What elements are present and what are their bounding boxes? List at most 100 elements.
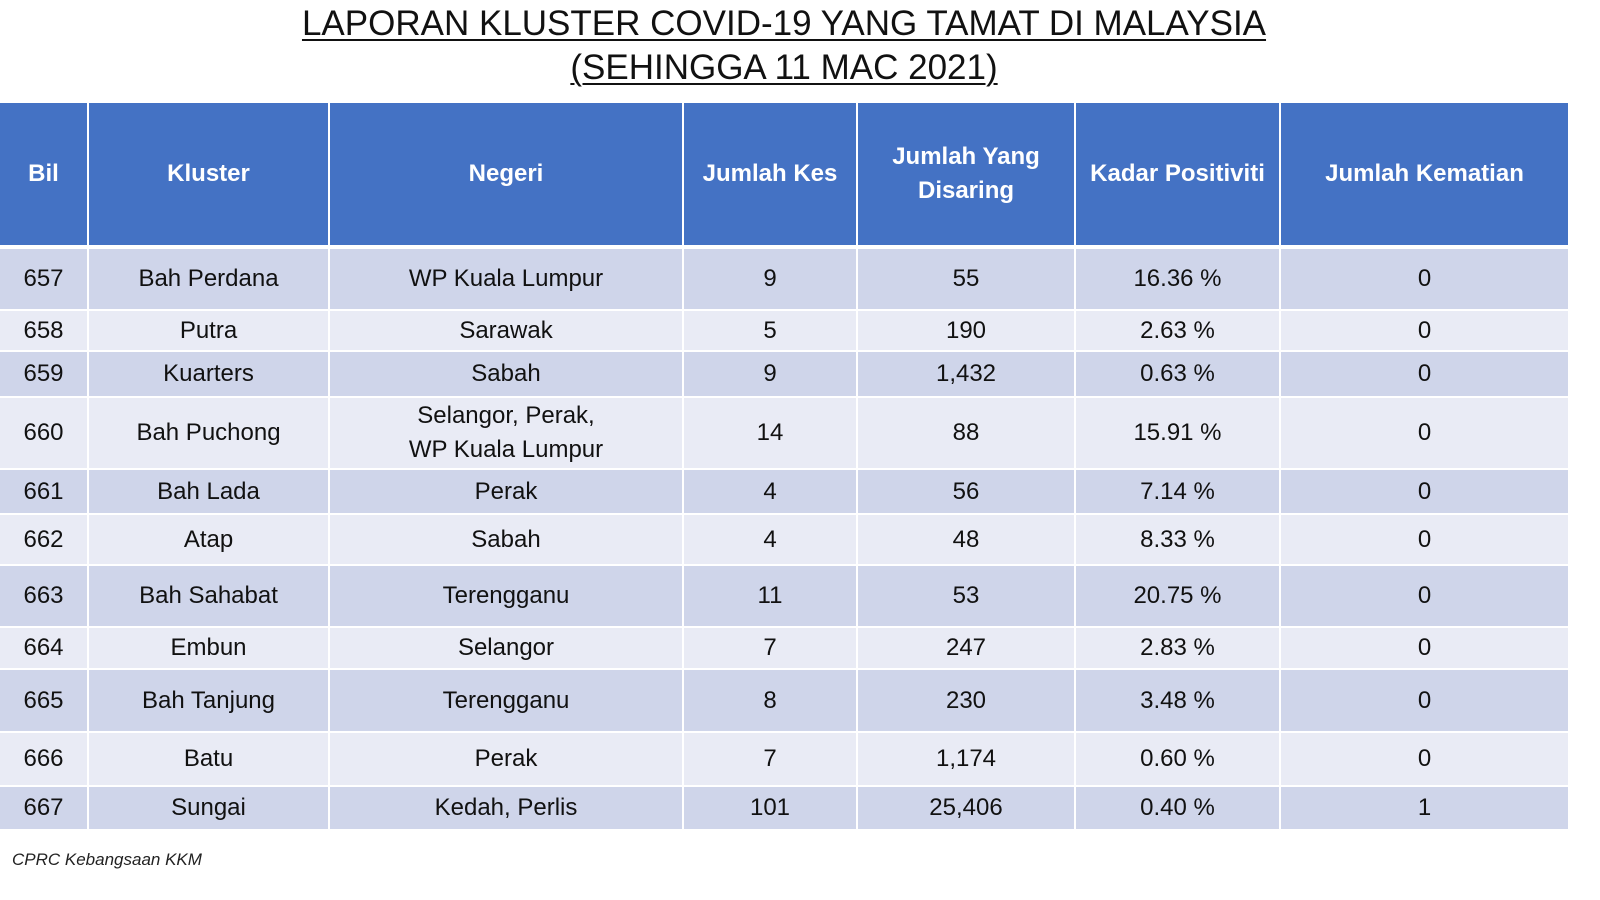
cell-kluster: Bah Tanjung <box>88 669 330 733</box>
cell-bil: 663 <box>0 565 89 628</box>
table-row: 663 Bah Sahabat Terengganu 11 53 20.75 % 0 <box>0 565 1568 628</box>
cell-negeri: Perak <box>329 732 684 787</box>
cell-negeri-text: WP Kuala Lumpur <box>408 265 604 292</box>
cell-negeri-text-line2: WP Kuala Lumpur <box>408 436 604 463</box>
cell-jumlah-kematian: 0 <box>1280 397 1568 470</box>
table-row: 664 Embun Selangor 7 247 2.83 % 0 <box>0 627 1568 670</box>
table-row: 661 Bah Lada Perak 4 56 7.14 % 0 <box>0 469 1568 515</box>
cell-jumlah-kematian: 0 <box>1280 732 1568 787</box>
header-bil: Bil <box>0 103 89 249</box>
cell-jumlah-kes: 4 <box>683 514 858 566</box>
cell-jumlah-disaring: 48 <box>857 514 1076 566</box>
cell-jumlah-disaring: 247 <box>857 627 1076 670</box>
cell-kadar-positiviti: 16.36 % <box>1075 247 1281 311</box>
title-line-1: LAPORAN KLUSTER COVID-19 YANG TAMAT DI M… <box>301 4 1267 43</box>
cell-kadar-positiviti: 0.63 % <box>1075 351 1281 398</box>
cell-negeri-text: Sabah <box>471 525 541 553</box>
cell-kluster: Bah Sahabat <box>88 565 330 628</box>
cell-jumlah-disaring: 88 <box>857 397 1076 470</box>
header-kadar-positiviti: Kadar Positiviti <box>1075 103 1281 249</box>
cell-kadar-positiviti: 0.40 % <box>1075 786 1281 831</box>
cell-jumlah-disaring: 1,174 <box>857 732 1076 787</box>
cell-jumlah-kes: 11 <box>683 565 858 628</box>
cell-jumlah-disaring: 230 <box>857 669 1076 733</box>
cell-kadar-positiviti: 2.83 % <box>1075 627 1281 670</box>
cell-negeri-text: Terengganu <box>442 686 570 714</box>
table-row: 662 Atap Sabah 4 48 8.33 % 0 <box>0 514 1568 566</box>
table-header-row: Bil Kluster Negeri Jumlah Kes Jumlah Yan… <box>0 103 1568 249</box>
cell-jumlah-kes: 5 <box>683 310 858 352</box>
cell-negeri: Sabah <box>329 514 684 566</box>
cell-negeri-text: Terengganu <box>442 582 570 609</box>
cell-bil: 665 <box>0 669 89 733</box>
cell-kluster: Sungai <box>88 786 330 831</box>
report-title: LAPORAN KLUSTER COVID-19 YANG TAMAT DI M… <box>0 2 1568 90</box>
table-row: 666 Batu Perak 7 1,174 0.60 % 0 <box>0 732 1568 787</box>
cluster-table: Bil Kluster Negeri Jumlah Kes Jumlah Yan… <box>0 103 1568 831</box>
cell-negeri-text: Kedah, Perlis <box>434 794 578 821</box>
cell-jumlah-disaring: 53 <box>857 565 1076 628</box>
table-row: 667 Sungai Kedah, Perlis 101 25,406 0.40 % 1 <box>0 786 1568 831</box>
header-jumlah-kematian: Jumlah Kematian <box>1280 103 1568 249</box>
cell-jumlah-kes: 8 <box>683 669 858 733</box>
cell-jumlah-kes: 7 <box>683 627 858 670</box>
cell-jumlah-disaring: 56 <box>857 469 1076 515</box>
cell-jumlah-disaring: 25,406 <box>857 786 1076 831</box>
header-jumlah-disaring: Jumlah Yang Disaring <box>857 103 1076 249</box>
cell-negeri-text: Selangor <box>457 634 555 661</box>
cell-jumlah-kematian: 0 <box>1280 565 1568 628</box>
cell-jumlah-disaring: 1,432 <box>857 351 1076 398</box>
header-negeri: Negeri <box>329 103 684 249</box>
title-line-2: (SEHINGGA 11 MAC 2021) <box>570 48 998 87</box>
cell-bil: 666 <box>0 732 89 787</box>
cell-negeri: Perak <box>329 469 684 515</box>
cell-jumlah-kematian: 0 <box>1280 469 1568 515</box>
cell-bil: 658 <box>0 310 89 352</box>
cell-negeri: Terengganu <box>329 565 684 628</box>
cell-bil: 664 <box>0 627 89 670</box>
cell-kadar-positiviti: 20.75 % <box>1075 565 1281 628</box>
cell-jumlah-kematian: 0 <box>1280 514 1568 566</box>
cell-kadar-positiviti: 2.63 % <box>1075 310 1281 352</box>
cell-jumlah-kematian: 0 <box>1280 669 1568 733</box>
cell-kluster: Bah Lada <box>88 469 330 515</box>
table-row: 665 Bah Tanjung Terengganu 8 230 3.48 % 0 <box>0 669 1568 733</box>
cell-kadar-positiviti: 7.14 % <box>1075 469 1281 515</box>
cell-bil: 661 <box>0 469 89 515</box>
header-jumlah-disaring-line2: Disaring <box>917 177 1015 204</box>
cell-jumlah-kematian: 0 <box>1280 310 1568 352</box>
cell-jumlah-kematian: 1 <box>1280 786 1568 831</box>
cell-negeri-text: Perak <box>474 477 538 505</box>
cell-kadar-positiviti: 0.60 % <box>1075 732 1281 787</box>
table-row: 659 Kuarters Sabah 9 1,432 0.63 % 0 <box>0 351 1568 398</box>
cell-negeri-text: Perak <box>474 745 538 772</box>
cell-jumlah-kematian: 0 <box>1280 351 1568 398</box>
cell-kadar-positiviti: 15.91 % <box>1075 397 1281 470</box>
cell-negeri-text: Selangor, Perak, <box>417 402 595 429</box>
cell-negeri: Selangor <box>329 627 684 670</box>
cell-kluster: Batu <box>88 732 330 787</box>
cell-kluster: Atap <box>88 514 330 566</box>
cell-negeri: WP Kuala Lumpur <box>329 247 684 311</box>
cell-negeri-text: Sabah <box>471 360 541 387</box>
cell-kadar-positiviti: 8.33 % <box>1075 514 1281 566</box>
cell-kadar-positiviti: 3.48 % <box>1075 669 1281 733</box>
cell-negeri-text: Sarawak <box>459 316 553 344</box>
cell-kluster: Putra <box>88 310 330 352</box>
cell-bil: 657 <box>0 247 89 311</box>
cell-bil: 667 <box>0 786 89 831</box>
cell-jumlah-kes: 9 <box>683 247 858 311</box>
cell-bil: 659 <box>0 351 89 398</box>
cell-jumlah-kes: 9 <box>683 351 858 398</box>
header-jumlah-disaring-line1: Jumlah Yang <box>892 143 1040 170</box>
cell-jumlah-kes: 7 <box>683 732 858 787</box>
cell-negeri: Sarawak <box>329 310 684 352</box>
table-row: 657 Bah Perdana WP Kuala Lumpur 9 55 16.36 % 0 <box>0 247 1568 311</box>
cell-kluster: Bah Perdana <box>88 247 330 311</box>
cell-jumlah-kes: 101 <box>683 786 858 831</box>
cell-jumlah-kes: 14 <box>683 397 858 470</box>
table-row: 658 Putra Sarawak 5 190 2.63 % 0 <box>0 310 1568 352</box>
cell-jumlah-disaring: 190 <box>857 310 1076 352</box>
cell-jumlah-kematian: 0 <box>1280 247 1568 311</box>
cell-jumlah-kes: 4 <box>683 469 858 515</box>
